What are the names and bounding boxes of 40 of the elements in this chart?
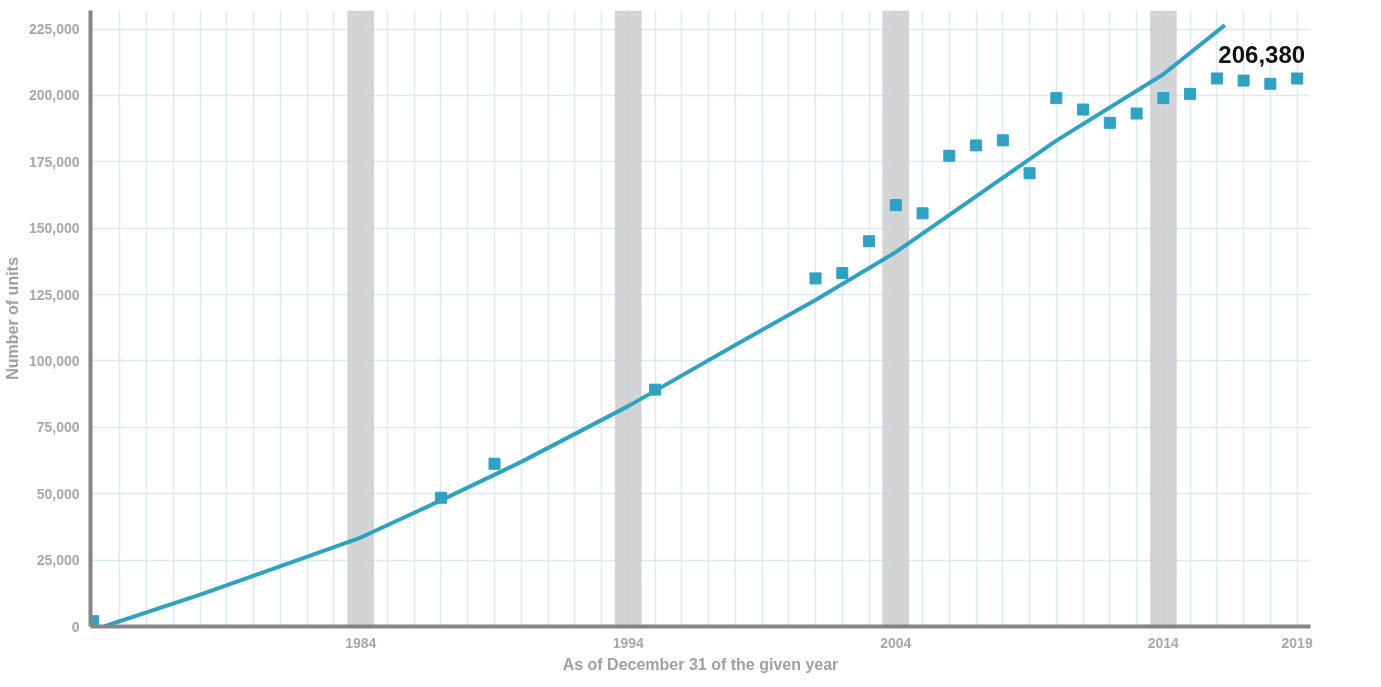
y-tick-label: 150,000: [28, 220, 80, 237]
point: [863, 235, 876, 248]
point: [970, 139, 983, 152]
x-tick-label: 2004: [880, 634, 912, 651]
point: [434, 491, 447, 504]
x-tick-label: 2019: [1281, 634, 1313, 651]
point: [1130, 107, 1143, 120]
x-tick-label: 2014: [1147, 634, 1180, 651]
y-tick-label: 100,000: [28, 352, 80, 369]
point: [649, 383, 662, 396]
point: [1077, 103, 1090, 116]
y-tick-label: 225,000: [28, 21, 80, 38]
point: [996, 134, 1009, 147]
x-tick-label: 1994: [612, 634, 645, 651]
point: [1103, 116, 1116, 129]
x-tick-label: 1984: [345, 634, 377, 651]
y-tick-label: 175,000: [28, 153, 80, 170]
data-label: 206,380: [1218, 40, 1306, 68]
point: [1264, 77, 1277, 90]
y-tick-label: 50,000: [36, 485, 80, 502]
y-tick-label: 200,000: [28, 87, 80, 104]
point: [809, 272, 822, 285]
point: [1157, 92, 1170, 105]
y-tick-label: 125,000: [28, 286, 80, 303]
point: [836, 267, 849, 280]
point: [1023, 167, 1036, 180]
point: [943, 149, 956, 162]
point: [488, 457, 501, 470]
y-tick-label: 25,000: [36, 552, 80, 569]
y-tick-label: 0: [71, 618, 80, 635]
point: [1050, 92, 1063, 105]
point: [1210, 72, 1223, 85]
point: [889, 199, 902, 212]
point: [1237, 74, 1250, 87]
y-axis-title: Number of units: [3, 257, 21, 380]
point: [1184, 87, 1197, 100]
point: [916, 207, 929, 220]
point: [1291, 72, 1304, 85]
y-tick-label: 75,000: [36, 419, 80, 436]
x-axis-title: As of December 31 of the given year: [562, 655, 839, 673]
